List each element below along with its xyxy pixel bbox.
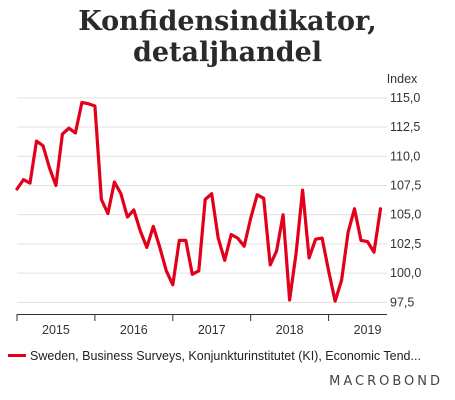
y-tick-label: 107,5 [390, 178, 421, 192]
gridlines [17, 97, 387, 303]
y-tick-label: 115,0 [390, 91, 420, 105]
x-tick-label: 2019 [354, 323, 382, 337]
brand-logo: MACROBOND [329, 374, 443, 389]
x-tick-label: 2018 [276, 323, 304, 337]
legend-swatch [8, 354, 26, 358]
y-tick-label: 105,0 [390, 208, 421, 222]
chart-title: Konfidensindikator, detaljhandel [0, 6, 455, 68]
legend-label: Sweden, Business Surveys, Konjunkturinst… [30, 349, 421, 363]
x-tick-label: 2016 [120, 323, 148, 337]
x-axis: 2015 2016 2017 2018 2019 [16, 314, 387, 337]
y-axis-unit-label: Index [387, 72, 418, 86]
x-tick-label: 2017 [198, 323, 226, 337]
y-tick-label: 110,0 [390, 149, 420, 163]
x-tick-label: 2015 [42, 323, 70, 337]
chart-title-line-1: Konfidensindikator, [78, 6, 377, 37]
y-axis-ticks: 97,5 100,0 102,5 105,0 107,5 110,0 112,5 115,0 [390, 91, 421, 309]
y-tick-label: 102,5 [390, 237, 421, 251]
y-tick-label: 97,5 [390, 295, 414, 309]
chart-title-line-2: detaljhandel [132, 37, 323, 68]
series-group [15, 100, 383, 303]
y-tick-label: 100,0 [390, 266, 421, 280]
legend: Sweden, Business Surveys, Konjunkturinst… [8, 349, 448, 363]
y-tick-label: 112,5 [390, 120, 420, 134]
series-line [15, 100, 383, 303]
